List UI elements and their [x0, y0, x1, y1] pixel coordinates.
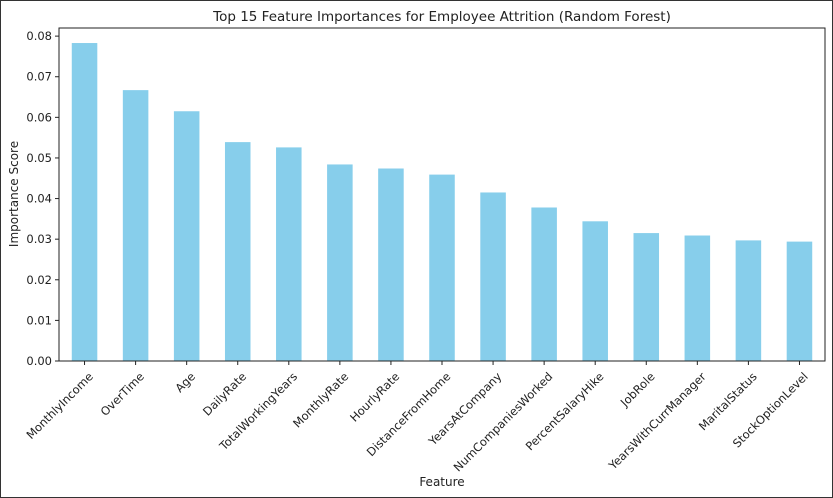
y-tick-label: 0.06 [26, 110, 52, 124]
bar-MonthlyIncome [71, 43, 98, 362]
y-tick-label: 0.04 [26, 192, 52, 206]
y-axis-label: Importance Score [7, 141, 21, 247]
x-tick-label: OverTime [98, 369, 147, 418]
x-tick-label: DailyRate [200, 369, 249, 418]
x-tick-label: DistanceFromHome [364, 369, 454, 459]
bar-Age [173, 111, 200, 361]
x-tick-label: YearsWithCurrManager [605, 369, 709, 473]
bar-OverTime [122, 90, 149, 361]
bar-YearsAtCompany [480, 192, 506, 361]
bar-MaritalStatus [735, 240, 762, 361]
x-tick-label: JobRole [617, 369, 658, 410]
bar-DistanceFromHome [429, 174, 455, 361]
y-tick-label: 0.08 [26, 29, 52, 43]
y-tick-label: 0.03 [26, 232, 52, 246]
y-tick-label: 0.07 [26, 70, 52, 84]
x-tick-label: Age [172, 369, 198, 395]
bar-JobRole [633, 233, 660, 361]
bar-NumCompaniesWorked [531, 207, 557, 361]
bar-TotalWorkingYears [276, 147, 302, 361]
y-tick-label: 0.00 [26, 354, 52, 368]
x-tick-label: NumCompaniesWorked [451, 369, 556, 474]
chart-title: Top 15 Feature Importances for Employee … [212, 9, 671, 25]
y-tick-label: 0.02 [26, 273, 52, 287]
x-tick-label: HourlyRate [347, 369, 402, 424]
bar-DailyRate [224, 142, 251, 361]
x-axis-label: Feature [419, 475, 464, 489]
bar-PercentSalaryHike [582, 221, 608, 361]
y-tick-label: 0.05 [26, 151, 52, 165]
bar-MonthlyRate [327, 164, 353, 361]
x-tick-label: MonthlyIncome [23, 369, 95, 441]
bar-YearsWithCurrManager [684, 235, 711, 361]
y-tick-label: 0.01 [26, 313, 52, 327]
bar-StockOptionLevel [786, 241, 813, 361]
bar-HourlyRate [378, 168, 404, 361]
